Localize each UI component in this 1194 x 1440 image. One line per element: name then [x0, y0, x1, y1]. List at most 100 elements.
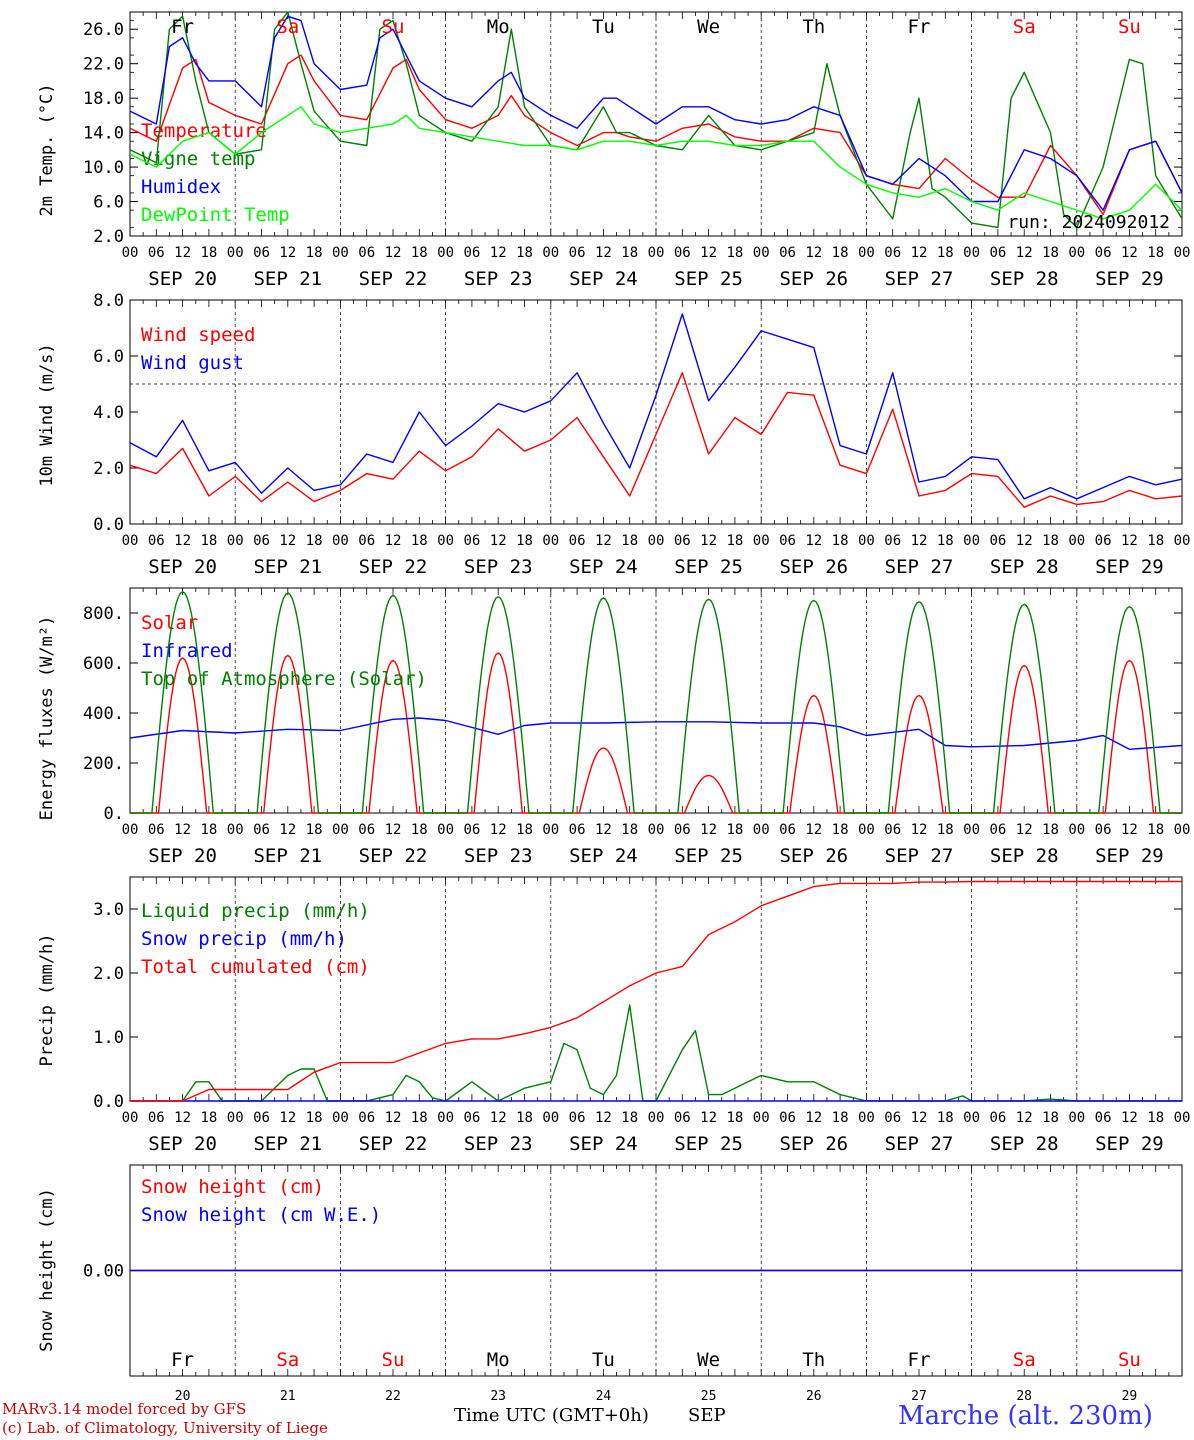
hour-tick-label: 12 [1121, 533, 1138, 549]
hour-tick-label: 00 [753, 1110, 770, 1126]
hour-tick-label: 06 [884, 822, 901, 838]
hour-tick-label: 18 [411, 1110, 428, 1126]
date-label: SEP 28 [990, 845, 1059, 867]
legend-liquid-precip-mm-h-: Liquid precip (mm/h) [141, 900, 370, 922]
weekday-label: Fr [171, 16, 194, 38]
day-number-label: 20 [175, 1389, 191, 1404]
y-tick-label: 6.0 [93, 347, 124, 367]
weekday-label: Th [802, 16, 825, 38]
y-axis-label: 2m Temp. (°C) [37, 83, 57, 216]
date-label: SEP 29 [1095, 1133, 1164, 1155]
weekday-label: Su [1118, 16, 1141, 38]
hour-tick-label: 18 [306, 1110, 323, 1126]
y-tick-label: 10.0 [83, 158, 124, 178]
hour-tick-label: 12 [805, 245, 822, 261]
weekday-label: Sa [276, 1349, 299, 1371]
hour-tick-label: 12 [700, 533, 717, 549]
date-label: SEP 29 [1095, 268, 1164, 290]
hour-tick-label: 12 [595, 533, 612, 549]
hour-tick-label: 00 [1174, 533, 1191, 549]
hour-tick-label: 18 [1042, 1110, 1059, 1126]
weekday-label: Sa [1013, 1349, 1036, 1371]
y-tick-label: 0.0 [93, 1092, 124, 1112]
date-label: SEP 27 [885, 268, 954, 290]
date-label: SEP 28 [990, 1133, 1059, 1155]
panel-4: 0.0 1.0 2.0 3.0 Precip (mm/h) Liquid precip (… [37, 876, 1190, 1155]
hour-tick-label: 12 [385, 245, 402, 261]
hour-tick-label: 12 [490, 1110, 507, 1126]
legend-temperature: Temperature [141, 120, 267, 142]
hour-tick-label: 00 [542, 1110, 559, 1126]
hour-tick-label: 12 [700, 1110, 717, 1126]
hour-tick-label: 00 [122, 822, 139, 838]
hour-tick-label: 12 [174, 533, 191, 549]
hour-tick-label: 00 [542, 533, 559, 549]
hour-tick-label: 00 [227, 245, 244, 261]
y-tick-label: 4.0 [93, 403, 124, 423]
hour-tick-label: 00 [963, 1110, 980, 1126]
y-tick-label: 18.0 [83, 89, 124, 109]
hour-tick-label: 12 [1016, 822, 1033, 838]
hour-tick-label: 06 [358, 822, 375, 838]
hour-tick-label: 06 [148, 533, 165, 549]
hour-tick-label: 06 [148, 1110, 165, 1126]
date-label: SEP 28 [990, 268, 1059, 290]
series-line-total-cumulated-cm- [130, 880, 1182, 1102]
hour-tick-label: 06 [674, 1110, 691, 1126]
panel-5: 0.00 Snow height (cm) Snow height (cm) Snow… [37, 1164, 1183, 1404]
hour-tick-label: 00 [332, 245, 349, 261]
hour-tick-label: 06 [358, 245, 375, 261]
hour-tick-label: 00 [227, 822, 244, 838]
hour-tick-label: 00 [1068, 245, 1085, 261]
date-label: SEP 24 [569, 845, 638, 867]
hour-tick-label: 12 [700, 245, 717, 261]
hour-tick-label: 18 [621, 1110, 638, 1126]
date-label: SEP 22 [359, 556, 428, 578]
weekday-label: We [697, 16, 720, 38]
legend-humidex: Humidex [141, 176, 221, 198]
hour-tick-label: 12 [1016, 245, 1033, 261]
date-label: SEP 23 [464, 845, 533, 867]
hour-tick-label: 18 [1147, 533, 1164, 549]
y-axis-label: Snow height (cm) [37, 1188, 57, 1352]
date-label: SEP 25 [674, 268, 743, 290]
hour-tick-label: 12 [490, 245, 507, 261]
date-label: SEP 20 [148, 1133, 217, 1155]
hour-tick-label: 12 [174, 245, 191, 261]
hour-tick-label: 06 [779, 245, 796, 261]
hour-tick-label: 06 [1095, 1110, 1112, 1126]
series-line-dewpoint-temp [129, 106, 1183, 220]
hour-tick-label: 06 [674, 822, 691, 838]
series-line-vigne-temp [129, 11, 1183, 229]
legend-snow-height-cm-w-e-: Snow height (cm W.E.) [141, 1204, 381, 1226]
hour-tick-label: 00 [122, 533, 139, 549]
hour-tick-label: 18 [200, 822, 217, 838]
hour-tick-label: 00 [1174, 245, 1191, 261]
hour-tick-label: 00 [753, 533, 770, 549]
hour-tick-label: 12 [174, 822, 191, 838]
series-line-infrared [129, 717, 1183, 750]
hour-tick-label: 18 [1147, 822, 1164, 838]
date-label: SEP 23 [464, 556, 533, 578]
hour-tick-label: 06 [674, 533, 691, 549]
date-label: SEP 27 [885, 556, 954, 578]
date-label: SEP 25 [674, 556, 743, 578]
hour-tick-label: 18 [306, 245, 323, 261]
hour-tick-label: 12 [1121, 245, 1138, 261]
hour-tick-label: 00 [753, 245, 770, 261]
hour-tick-label: 00 [648, 245, 665, 261]
date-label: SEP 26 [779, 268, 848, 290]
hour-tick-label: 06 [358, 1110, 375, 1126]
y-tick-label: 6.0 [93, 193, 124, 213]
legend-solar: Solar [141, 612, 198, 634]
hour-tick-label: 18 [832, 822, 849, 838]
y-tick-label: 2.0 [93, 459, 124, 479]
hour-tick-label: 00 [1068, 1110, 1085, 1126]
hour-tick-label: 00 [122, 1110, 139, 1126]
hour-tick-label: 06 [463, 533, 480, 549]
date-label: SEP 28 [990, 556, 1059, 578]
date-label: SEP 20 [148, 556, 217, 578]
hour-tick-label: 12 [911, 245, 928, 261]
weekday-label: Su [1118, 1349, 1141, 1371]
date-label: SEP 20 [148, 845, 217, 867]
